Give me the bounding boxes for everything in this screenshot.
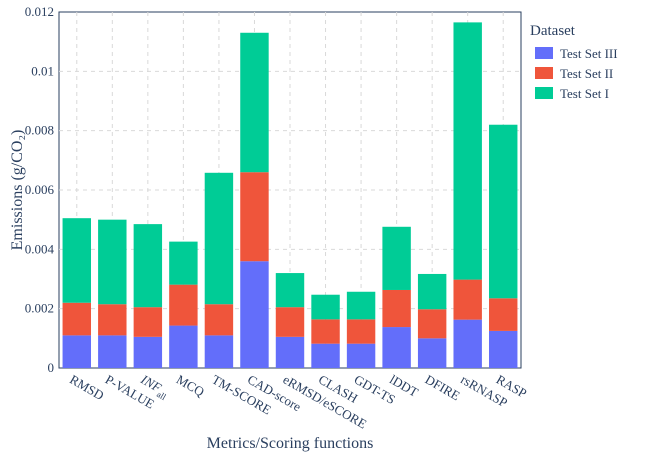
bar-segment: [417, 338, 447, 368]
bar-segment: [453, 319, 482, 368]
bar-segment: [311, 294, 340, 320]
bar-segment: [204, 172, 234, 305]
bar-segment: [275, 307, 305, 337]
bar-segment: [489, 298, 518, 331]
bar-segment: [98, 335, 127, 368]
legend-label: Test Set I: [560, 86, 609, 101]
bar-segment: [453, 279, 482, 320]
y-tick-label: 0: [48, 360, 55, 375]
y-tick-label: 0.008: [25, 123, 54, 138]
bar-segment: [417, 309, 447, 339]
bar-segment: [417, 273, 447, 310]
bar-segment: [133, 224, 163, 308]
bar-segment: [453, 22, 482, 280]
x-tick-label: DFIRE: [423, 372, 463, 404]
bar-segment: [240, 32, 269, 173]
x-tick-label: MCQ: [174, 372, 208, 400]
bar-segment: [98, 219, 127, 305]
y-tick-label: 0.002: [25, 301, 54, 316]
bar-segment: [133, 336, 163, 368]
legend-label: Test Set II: [560, 66, 613, 81]
bar-segment: [346, 291, 376, 320]
bar-segment: [169, 325, 198, 368]
bar-segment: [275, 273, 305, 308]
x-tick-label: RMSD: [67, 372, 106, 403]
bar-segment: [133, 307, 163, 337]
x-axis-title: Metrics/Scoring functions: [207, 435, 374, 452]
y-tick-label: 0.004: [25, 241, 55, 256]
bar-segment: [204, 335, 234, 368]
bar-segment: [62, 218, 91, 303]
bar-segment: [489, 330, 518, 368]
bar-segment: [169, 284, 198, 326]
y-axis-ticks: 0 0.002 0.004 0.006 0.008 0.01 0.012: [25, 4, 55, 375]
bar-segment: [240, 172, 269, 262]
bar-segment: [382, 327, 411, 368]
bar-segment: [62, 335, 91, 368]
bar-segment: [311, 319, 340, 344]
legend: Dataset Test Set III Test Set II Test Set …: [530, 23, 618, 101]
legend-label: Test Set III: [560, 46, 618, 61]
bar-segment: [169, 241, 198, 285]
bar-segment: [98, 304, 127, 336]
bar-segment: [346, 319, 376, 344]
bar-segment: [275, 336, 305, 368]
legend-swatch: [535, 47, 553, 59]
bar-segment: [204, 304, 234, 336]
y-tick-label: 0.01: [31, 63, 54, 78]
bars: [62, 22, 518, 368]
legend-swatch: [535, 87, 553, 99]
bar-segment: [382, 226, 411, 290]
y-tick-label: 0.006: [25, 182, 55, 197]
y-tick-label: 0.012: [25, 4, 54, 19]
bar-segment: [311, 343, 340, 368]
legend-swatch: [535, 67, 553, 79]
bar-segment: [382, 289, 411, 328]
bar-segment: [489, 124, 518, 299]
bar-segment: [240, 261, 269, 368]
legend-title: Dataset: [530, 23, 576, 39]
bar-segment: [62, 302, 91, 336]
y-axis-title: Emissions (g/CO₂): [9, 130, 26, 251]
bar-segment: [346, 343, 376, 368]
